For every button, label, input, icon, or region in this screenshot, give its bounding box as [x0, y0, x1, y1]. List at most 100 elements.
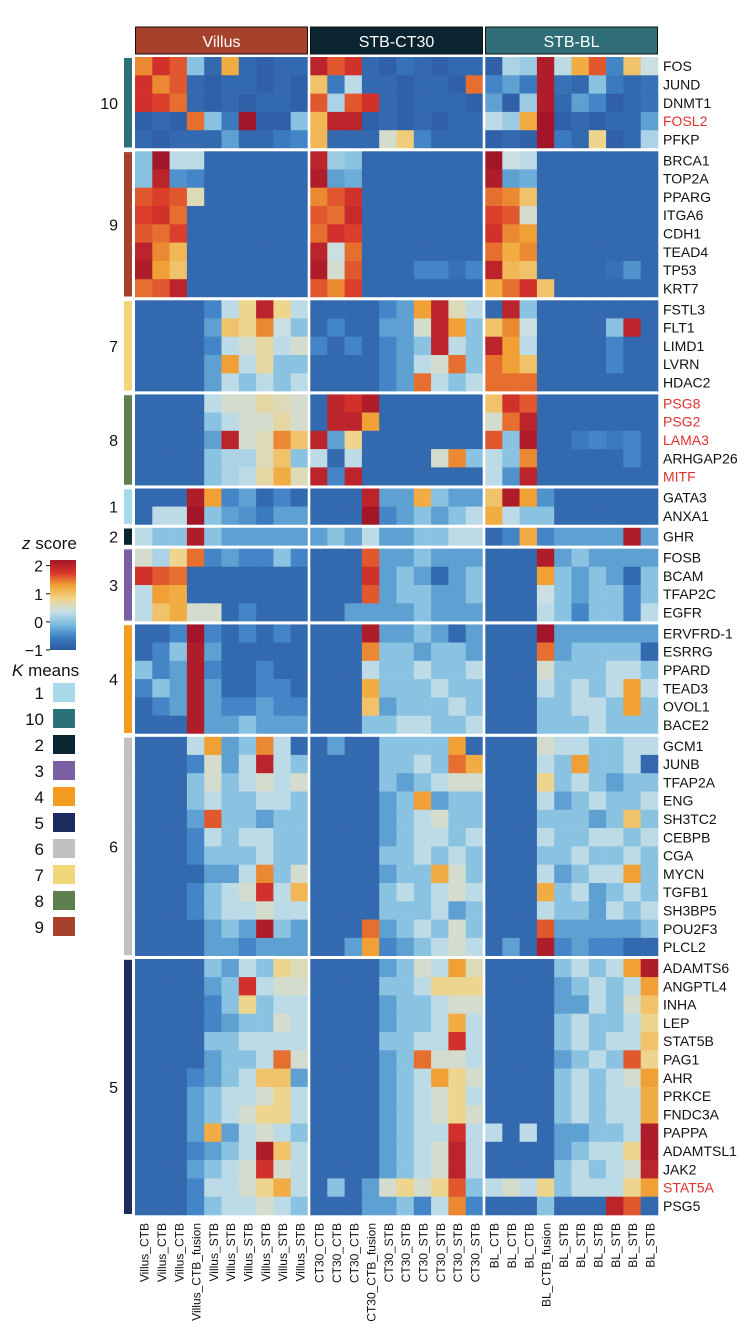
heatmap-cell: [536, 318, 555, 337]
heatmap-cell: [448, 901, 466, 920]
heatmap-cell: [413, 566, 432, 586]
kmeans-legend-swatch: [53, 735, 75, 754]
heatmap-cell: [623, 624, 641, 643]
heatmap-cell: [204, 548, 222, 567]
heatmap-cell: [238, 642, 257, 662]
heatmap-cell: [204, 660, 222, 680]
heatmap-cell: [413, 995, 432, 1014]
heatmap-cell: [640, 506, 659, 526]
heatmap-cell: [186, 318, 205, 337]
heatmap-cell: [152, 151, 170, 170]
heatmap-cell: [344, 187, 363, 207]
heatmap-cell: [204, 318, 222, 337]
heatmap-cell: [169, 809, 188, 829]
heatmap-cell: [413, 919, 432, 939]
heatmap-cell: [273, 1141, 291, 1161]
heatmap-cell: [169, 1050, 188, 1069]
heatmap-cell: [536, 566, 555, 586]
heatmap-cell: [640, 111, 659, 131]
heatmap-cell: [623, 1050, 641, 1069]
heatmap-cell: [204, 111, 222, 131]
column-labels: Villus_CTB Villus_CTB Villus_CTB Villus_CTB…: [138, 1223, 658, 1322]
heatmap-cell: [448, 773, 466, 792]
heatmap-cell: [536, 809, 555, 829]
heatmap-cell: [536, 506, 555, 526]
heatmap-cell: [204, 260, 222, 280]
heatmap-cell: [485, 488, 503, 507]
heatmap-cell: [571, 169, 590, 188]
heatmap-cell: [169, 300, 188, 319]
heatmap-cell: [519, 1123, 538, 1143]
heatmap-cell: [152, 883, 170, 902]
heatmap-cell: [327, 1178, 345, 1197]
gene-label: FOSL2: [663, 113, 708, 129]
heatmap-cell: [485, 1141, 503, 1161]
heatmap-cell: [379, 791, 397, 811]
heatmap-cell: [502, 169, 520, 188]
heatmap-cell: [256, 1050, 274, 1069]
heatmap-cell: [135, 548, 153, 567]
heatmap-cell: [221, 506, 240, 526]
heatmap-cell: [396, 111, 415, 131]
heatmap-cell: [588, 585, 607, 604]
heatmap-cell: [273, 111, 291, 131]
heatmap-cell: [485, 773, 503, 792]
heatmap-cell: [431, 585, 449, 604]
heatmap-cell: [571, 527, 590, 547]
heatmap-cell: [448, 624, 466, 643]
heatmap-cell: [413, 754, 432, 774]
heatmap-cell: [465, 75, 484, 94]
heatmap-cell: [186, 527, 205, 547]
heatmap-cell: [396, 242, 415, 262]
heatmap-cell: [290, 566, 309, 586]
heatmap-cell: [379, 224, 397, 243]
heatmap-cell: [169, 111, 188, 131]
heatmap-cell: [379, 585, 397, 604]
heatmap-cell: [238, 1050, 257, 1069]
heatmap-cell: [396, 828, 415, 847]
heatmap-cell: [485, 624, 503, 643]
heatmap-cell: [588, 300, 607, 319]
heatmap-cell: [640, 548, 659, 567]
heatmap-cell: [344, 467, 363, 486]
heatmap-cell: [571, 901, 590, 920]
heatmap-cell: [623, 736, 641, 756]
heatmap-cell: [413, 1178, 432, 1197]
heatmap-cell: [273, 828, 291, 847]
heatmap-cell: [361, 828, 380, 847]
heatmap-cell: [238, 864, 257, 884]
heatmap-cell: [290, 260, 309, 280]
heatmap-cell: [640, 1178, 659, 1197]
heatmap-cell: [310, 1123, 328, 1143]
heatmap-cell: [588, 1196, 607, 1216]
heatmap-cell: [413, 1086, 432, 1106]
heatmap-cell: [135, 603, 153, 622]
heatmap-cell: [554, 449, 572, 468]
heatmap-cell: [135, 488, 153, 507]
heatmap-cell: [221, 279, 240, 298]
heatmap-cell: [256, 864, 274, 884]
heatmap-cell: [344, 679, 363, 698]
heatmap-cell: [238, 1086, 257, 1106]
heatmap-cell: [571, 624, 590, 643]
heatmap-cell: [519, 642, 538, 662]
heatmap-cell: [361, 430, 380, 450]
heatmap-cell: [448, 642, 466, 662]
heatmap-cell: [256, 846, 274, 865]
heatmap-cell: [152, 394, 170, 413]
heatmap-cell: [536, 355, 555, 374]
heatmap-cell: [361, 660, 380, 680]
heatmap-cell: [361, 864, 380, 884]
gene-label: TFAP2C: [663, 586, 716, 602]
heatmap-cell: [536, 995, 555, 1014]
cluster-bar: [124, 152, 132, 297]
column-label: CT30_STB: [416, 1223, 430, 1282]
heatmap-cell: [238, 1105, 257, 1124]
heatmap-cell: [396, 430, 415, 450]
heatmap-cell: [431, 224, 449, 243]
heatmap-cell: [554, 828, 572, 847]
heatmap-cell: [361, 224, 380, 243]
heatmap-cell: [588, 151, 607, 170]
heatmap-cell: [327, 300, 345, 319]
heatmap-cell: [606, 566, 624, 586]
